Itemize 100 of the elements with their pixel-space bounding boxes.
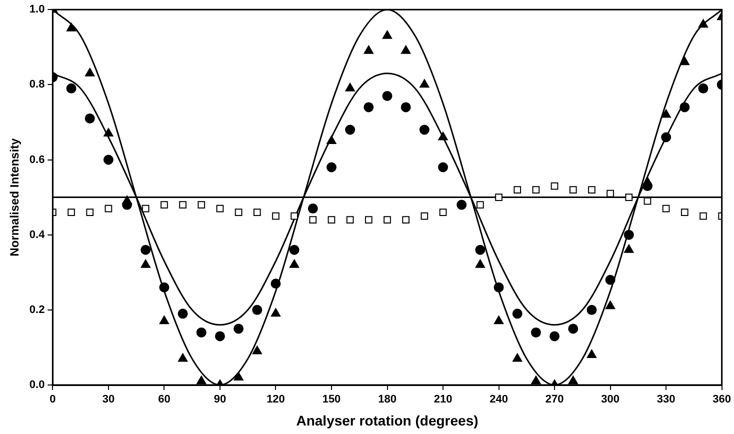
point xyxy=(605,274,616,285)
x-tick-label: 270 xyxy=(545,394,564,406)
point xyxy=(419,124,430,135)
y-tick-label: 1.0 xyxy=(29,4,45,16)
y-tick-label: 0.2 xyxy=(29,304,45,316)
point xyxy=(272,212,280,220)
point xyxy=(159,316,170,324)
point xyxy=(530,327,541,338)
point xyxy=(512,308,522,319)
x-tick-label: 60 xyxy=(158,394,170,406)
point xyxy=(456,200,467,210)
x-tick-label: 210 xyxy=(434,394,452,406)
point xyxy=(234,208,242,216)
point xyxy=(568,376,578,384)
point xyxy=(495,194,502,201)
point xyxy=(606,190,614,198)
point xyxy=(475,259,486,268)
point xyxy=(252,304,262,315)
x-tick-label: 90 xyxy=(214,394,226,406)
point xyxy=(178,353,188,362)
point xyxy=(384,216,391,224)
point xyxy=(196,327,206,338)
point xyxy=(66,83,76,94)
point xyxy=(178,308,188,319)
point xyxy=(270,278,281,289)
point xyxy=(198,201,206,208)
point xyxy=(68,208,75,216)
y-axis-title: Normalised Intensity xyxy=(8,138,22,256)
x-tick-label: 180 xyxy=(378,394,396,406)
point xyxy=(179,201,186,208)
point xyxy=(326,135,336,144)
point xyxy=(103,154,114,165)
point xyxy=(494,316,504,324)
point xyxy=(662,204,670,212)
x-tick-label: 30 xyxy=(102,394,115,406)
point xyxy=(159,282,170,292)
point xyxy=(328,216,336,224)
point xyxy=(661,132,672,142)
point xyxy=(364,102,374,112)
point xyxy=(438,132,448,140)
point xyxy=(476,201,484,208)
point xyxy=(605,300,616,310)
point xyxy=(84,113,95,124)
x-tick-label: 360 xyxy=(712,394,732,406)
point xyxy=(290,212,298,220)
point xyxy=(345,82,355,92)
point xyxy=(382,90,392,101)
point xyxy=(680,102,690,112)
point xyxy=(252,346,262,354)
point xyxy=(532,186,540,194)
x-tick-label: 240 xyxy=(490,394,508,406)
point xyxy=(586,304,597,315)
point xyxy=(420,79,430,88)
point xyxy=(270,308,281,317)
point xyxy=(214,331,225,342)
y-tick-label: 0.8 xyxy=(29,78,45,91)
point xyxy=(140,259,150,268)
point xyxy=(700,212,707,220)
point xyxy=(289,259,300,268)
point xyxy=(588,186,596,194)
point xyxy=(122,196,132,204)
point xyxy=(309,216,317,224)
point xyxy=(140,244,151,255)
point xyxy=(160,201,168,208)
point xyxy=(512,353,522,362)
point xyxy=(234,372,244,380)
point xyxy=(308,204,318,214)
point xyxy=(289,244,300,255)
point xyxy=(550,331,560,342)
point xyxy=(401,45,411,54)
x-tick-label: 300 xyxy=(601,394,620,406)
point xyxy=(142,204,150,212)
point xyxy=(85,68,95,76)
point xyxy=(104,128,114,136)
point xyxy=(568,324,578,334)
x-tick-label: 330 xyxy=(656,394,676,406)
point xyxy=(253,208,261,216)
point xyxy=(345,124,356,135)
x-tick-label: 0 xyxy=(50,394,56,406)
point xyxy=(569,186,577,194)
point xyxy=(234,324,244,334)
point xyxy=(364,45,374,54)
point xyxy=(86,208,94,216)
point xyxy=(644,197,652,205)
point xyxy=(382,30,392,39)
point xyxy=(642,176,652,186)
point xyxy=(550,182,558,190)
y-tick-label: 0.6 xyxy=(29,154,45,166)
point xyxy=(346,216,354,224)
point xyxy=(216,204,224,212)
point xyxy=(326,162,336,172)
point xyxy=(402,216,410,224)
point xyxy=(475,244,486,255)
point xyxy=(661,109,671,118)
point xyxy=(698,83,708,94)
y-tick-label: 0.4 xyxy=(29,228,46,241)
point xyxy=(625,194,633,201)
y-tick-label: 0.0 xyxy=(29,379,45,392)
point xyxy=(364,216,372,224)
point xyxy=(400,102,411,112)
